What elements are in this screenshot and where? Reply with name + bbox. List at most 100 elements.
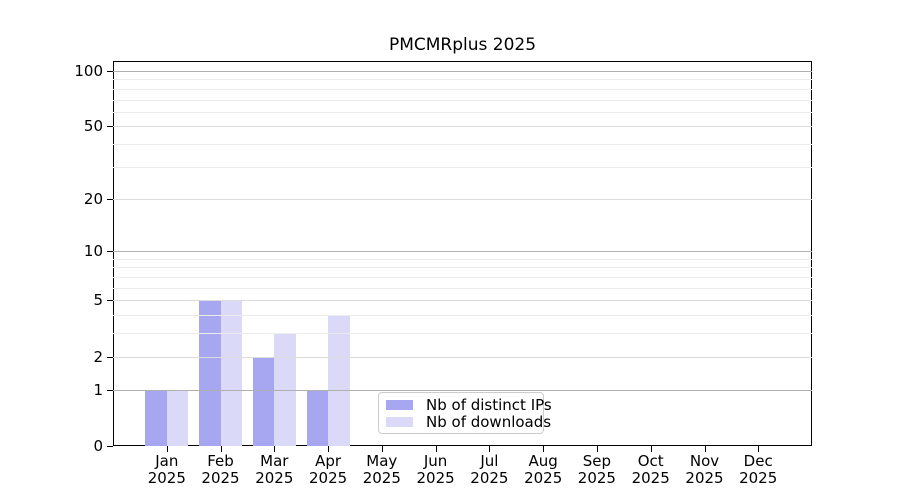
x-tick-year: 2025 [362,469,401,487]
x-tick-month: Apr [315,452,342,470]
x-tick-mark [435,446,437,452]
gridline-major [113,356,812,358]
bar-downloads [274,333,296,446]
y-tick-label: 100 [74,61,103,80]
x-tick-month: Jan [155,452,179,470]
x-tick-year: 2025 [201,469,240,487]
gridline-minor [113,277,812,278]
x-tick-label: Feb 2025 [181,453,261,487]
gridline-minor [113,111,812,113]
x-tick-mark [274,446,276,452]
bar-distinct-ips [145,389,167,446]
y-tick-mark [107,389,113,391]
x-tick-mark [650,446,652,452]
bar-downloads [328,315,350,446]
x-tick-year: 2025 [255,469,294,487]
y-tick-label: 10 [83,242,103,261]
legend-entry-downloads: Nb of downloads [379,413,551,431]
x-tick-label: Sep 2025 [557,453,637,487]
x-tick-label: Dec 2025 [718,453,798,487]
gridline-major [113,126,812,128]
x-tick-label: Jun 2025 [396,453,476,487]
x-tick-label: Mar 2025 [234,453,314,487]
gridline-major [113,300,812,302]
legend-swatch-downloads-icon [386,416,413,427]
legend: Nb of distinct IPs Nb of downloads [378,392,552,434]
chart-title: PMCMRplus 2025 [388,35,537,55]
x-tick-mark [220,446,222,452]
gridline-minor [113,166,812,168]
x-tick-month: Aug [528,452,558,470]
x-tick-month: Jun [423,452,448,470]
gridline-major [113,198,812,200]
gridline-minor [113,315,812,317]
y-tick-label: 50 [83,117,103,136]
x-tick-month: Sep [582,452,612,470]
gridline-minor [113,287,812,289]
x-tick-month: Feb [207,452,234,470]
x-tick-label: Nov 2025 [665,453,745,487]
x-tick-label: Aug 2025 [503,453,583,487]
x-tick-mark [758,446,760,452]
y-tick-mark [107,446,113,447]
gridline-minor [113,333,812,335]
y-tick-mark [107,198,113,200]
x-tick-year: 2025 [631,469,670,487]
y-tick-label: 2 [93,347,103,366]
x-tick-label: Apr 2025 [288,453,368,487]
x-tick-year: 2025 [470,469,509,487]
gridline-major [113,251,812,253]
x-tick-month: Jul [480,452,499,470]
x-tick-month: Dec [743,452,773,470]
x-tick-label: Jan 2025 [127,453,207,487]
x-tick-mark [328,446,330,452]
y-tick-label: 5 [93,291,103,310]
x-tick-mark [596,446,598,452]
y-tick-mark [107,251,113,253]
x-tick-month: Nov [689,452,720,470]
bar-distinct-ips [306,389,329,446]
x-tick-label: Jul 2025 [449,453,529,487]
gridline-minor [113,99,812,101]
gridline-minor [113,258,812,260]
gridline-major [113,389,812,391]
bar-downloads [220,300,242,446]
y-tick-label: 0 [93,437,103,455]
y-tick-mark [107,356,113,358]
legend-entry-distinct-ips: Nb of distinct IPs [379,396,552,414]
legend-swatch-distinct-ips-icon [386,399,413,410]
x-tick-mark [489,446,491,452]
x-tick-year: 2025 [685,469,724,487]
x-tick-year: 2025 [147,469,186,487]
x-tick-mark [543,446,545,452]
x-tick-month: Mar [260,452,289,470]
x-tick-month: Oct [637,452,664,470]
gridline-major [113,70,812,72]
gridline-minor [113,144,812,146]
legend-label-downloads: Nb of downloads [426,412,552,431]
legend-label-distinct-ips: Nb of distinct IPs [426,395,552,414]
gridline-minor [113,79,812,81]
x-tick-mark [704,446,706,452]
y-tick-mark [107,300,113,302]
x-tick-year: 2025 [577,469,616,487]
y-tick-label: 20 [83,189,103,208]
x-tick-label: May 2025 [342,453,422,487]
x-tick-mark [381,446,383,452]
y-tick-mark [107,126,113,128]
gridline-minor [113,267,812,269]
x-tick-label: Oct 2025 [611,453,691,487]
x-tick-year: 2025 [524,469,563,487]
x-tick-year: 2025 [739,469,778,487]
x-tick-year: 2025 [416,469,455,487]
x-tick-month: May [366,452,398,470]
bar-distinct-ips [252,356,275,446]
bar-downloads [166,389,189,446]
gridline-minor [113,88,812,90]
y-tick-mark [107,70,113,72]
y-tick-label: 1 [93,380,103,399]
bar-distinct-ips [199,300,221,446]
x-tick-mark [166,446,168,452]
x-tick-year: 2025 [309,469,348,487]
